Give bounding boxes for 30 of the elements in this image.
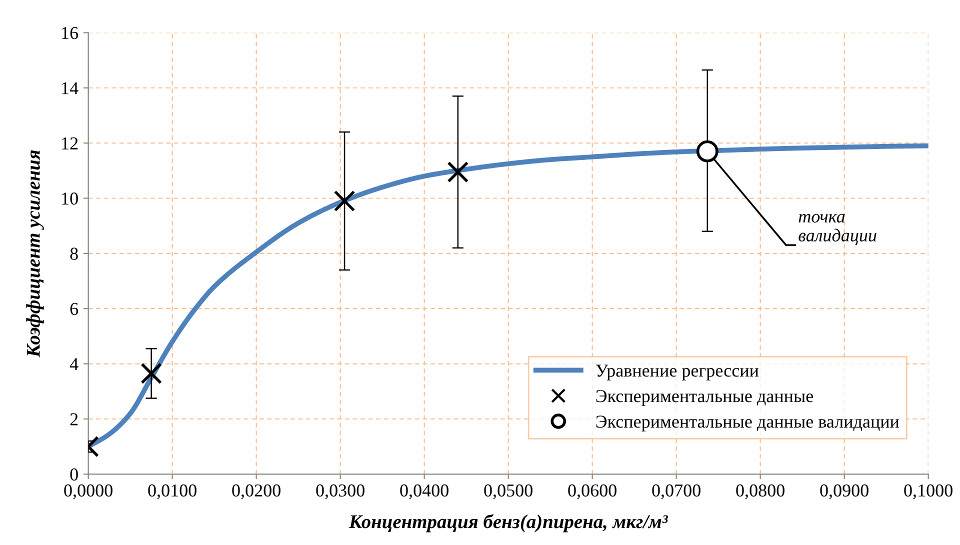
y-tick-label: 0 xyxy=(70,468,78,481)
x-tick-label: 0,1000 xyxy=(904,484,952,500)
y-axis-title: Коэффициент усиления xyxy=(26,150,44,358)
x-tick-label: 0,0200 xyxy=(232,484,280,500)
y-tick-label: 6 xyxy=(70,302,78,316)
x-tick-label: 0,0100 xyxy=(148,484,196,500)
legend-label: Экспериментальные данные xyxy=(596,390,814,406)
y-tick-label: 8 xyxy=(70,248,78,260)
y-tick-label: 2 xyxy=(70,413,78,426)
legend-label: Экспериментальные данные валидации xyxy=(596,416,900,432)
x-tick-label: 0,0300 xyxy=(316,484,364,500)
legend-label: Уравнение регрессии xyxy=(596,364,759,380)
x-tick-label: 0,0000 xyxy=(64,484,112,500)
point xyxy=(696,140,718,162)
x-tick-label: 0,0900 xyxy=(820,484,868,500)
x-tick-label: 0,0600 xyxy=(568,484,616,500)
y-tick-label: 14 xyxy=(62,82,78,94)
point xyxy=(140,362,162,384)
y-tick-label: 10 xyxy=(62,192,78,205)
x-tick-label: 0,0500 xyxy=(484,484,532,500)
x-tick-label: 0,0700 xyxy=(652,484,700,500)
point xyxy=(447,161,469,183)
y-tick-label: 16 xyxy=(62,27,78,40)
y-tick-label: 4 xyxy=(70,358,78,370)
x-tick-label: 0,0800 xyxy=(736,484,784,500)
x-tick-label: 0,0400 xyxy=(400,484,448,500)
y-tick-label: 12 xyxy=(62,137,78,150)
x-axis-title: Концентрация бенз(а)пирена, мкг/м³ xyxy=(348,514,668,532)
annotation: точка валидации xyxy=(798,214,876,245)
point xyxy=(334,190,356,212)
